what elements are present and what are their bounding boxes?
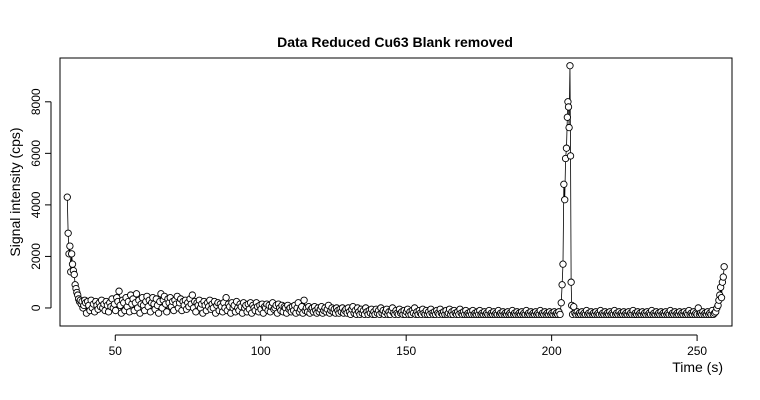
data-point [565,123,573,132]
data-point [70,270,78,279]
x-tick-label: 150 [396,344,416,358]
data-point [115,287,123,295]
data-point [720,263,728,271]
data-point [566,152,575,160]
y-tick-label: 0 [29,304,43,311]
data-point [132,290,141,298]
x-axis-label: Time (s) [672,359,723,375]
data-point [63,193,71,201]
data-point [68,260,77,268]
data-point [557,299,565,307]
data-point [564,103,573,111]
y-tick-label: 4000 [29,191,43,218]
data-point [562,144,571,152]
data-point [561,196,569,204]
data-point [111,306,120,315]
data-point [64,229,72,237]
data-point [566,62,574,70]
y-axis: 0 2000 4000 6000 8000 [29,88,52,311]
data-point [567,278,575,286]
series-line-group [66,65,725,316]
data-point [556,310,564,319]
data-point [192,308,200,316]
plot-area-frame [59,57,733,327]
data-point [222,293,230,302]
data-point [719,273,727,281]
x-tick-label: 50 [109,344,123,358]
data-point [558,281,566,289]
data-point [66,242,74,250]
data-point [560,180,568,188]
y-tick-label: 6000 [29,140,43,167]
x-tick-label: 100 [251,344,271,358]
y-axis-label: Signal intensity (cps) [7,127,23,256]
data-point [67,250,76,258]
y-tick-label: 8000 [29,88,43,115]
data-point [559,260,567,268]
x-tick-label: 250 [687,344,707,358]
y-tick-label: 2000 [29,243,43,270]
data-point [163,308,171,316]
data-point [154,309,163,317]
series-line [66,65,725,316]
x-tick-label: 200 [542,344,562,358]
data-point [563,113,571,121]
chart-title: Data Reduced Cu63 Blank removed [277,34,513,50]
data-point [717,293,726,302]
x-axis: 50 100 150 200 250 [109,334,707,358]
data-point [188,291,197,299]
data-point [300,296,308,304]
series-points-group [63,62,728,319]
